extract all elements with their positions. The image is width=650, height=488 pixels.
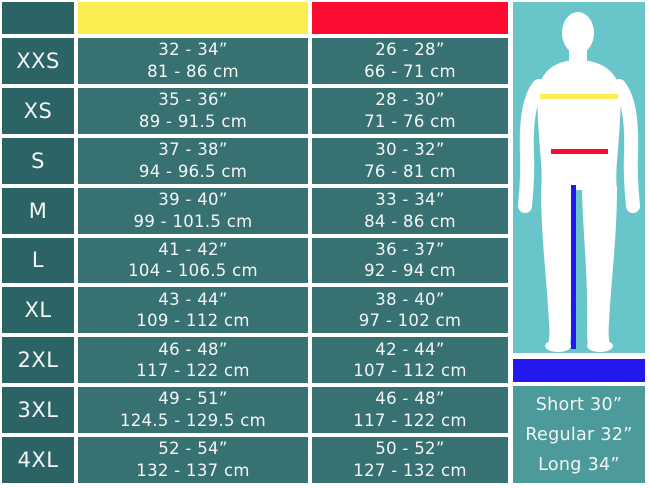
waist-cm: 92 - 94 cm [364,261,456,281]
figure-right-leg [582,187,617,346]
chest-inches: 52 - 54” [158,439,228,459]
size-label: XS [2,87,74,134]
waist-cm: 117 - 122 cm [353,411,467,431]
chest-cell: 37 - 38” 94 - 96.5 cm [78,137,308,184]
chest-header-swatch [78,2,308,34]
chest-cell: 39 - 40” 99 - 101.5 cm [78,187,308,234]
chest-cell: 41 - 42” 104 - 106.5 cm [78,237,308,284]
figure-left-foot [545,340,571,352]
waist-cell: 26 - 28” 66 - 71 cm [312,38,508,84]
chest-inches: 37 - 38” [158,139,228,159]
waist-cell: 28 - 30” 71 - 76 cm [312,87,508,134]
waist-cell: 33 - 34” 84 - 86 cm [312,187,508,234]
inseam-lengths-box: Short 30” Regular 32” Long 34” [513,386,645,483]
header-size-cell [2,2,74,34]
size-label: S [2,137,74,184]
figure-left-arm [518,79,546,213]
waist-cell: 46 - 48” 117 - 122 cm [312,387,508,434]
waist-inches: 38 - 40” [375,289,445,309]
size-label: XXS [2,38,74,84]
chest-cm: 94 - 96.5 cm [138,161,248,181]
waist-inches: 50 - 52” [375,439,445,459]
waist-inches: 46 - 48” [375,389,445,409]
chest-cell: 49 - 51” 124.5 - 129.5 cm [78,387,308,434]
inseam-line [571,185,576,349]
waist-inches: 42 - 44” [375,339,445,359]
waist-inches: 28 - 30” [375,90,445,110]
waist-inches: 36 - 37” [375,239,445,259]
chest-cm: 104 - 106.5 cm [128,261,258,281]
chest-cell: 43 - 44” 109 - 112 cm [78,287,308,334]
waist-cm: 97 - 102 cm [358,311,462,331]
waist-cell: 36 - 37” 92 - 94 cm [312,237,508,284]
waist-line [551,149,608,154]
figure-right-foot [587,340,613,352]
figure-torso [537,60,621,190]
measurement-guide-panel: Short 30” Regular 32” Long 34” [513,2,645,483]
chest-line [540,94,618,99]
figure-head [562,12,594,54]
waist-cell: 30 - 32” 76 - 81 cm [312,137,508,184]
waist-cell: 42 - 44” 107 - 112 cm [312,337,508,384]
chest-cm: 109 - 112 cm [136,311,250,331]
inseam-color-swatch [513,359,645,382]
size-label: L [2,237,74,284]
chest-cm: 124.5 - 129.5 cm [119,411,267,431]
chest-cm: 99 - 101.5 cm [133,211,253,231]
waist-header-swatch [312,2,508,34]
inseam-long-label: Long 34” [538,454,620,475]
size-chart-table: XXS 32 - 34” 81 - 86 cm 26 - 28” 66 - 71 c… [2,2,508,483]
chest-inches: 35 - 36” [158,90,228,110]
waist-cm: 66 - 71 cm [364,61,456,81]
chest-inches: 39 - 40” [158,189,228,209]
body-silhouette [518,12,640,352]
chest-inches: 32 - 34” [158,40,228,60]
size-label: 3XL [2,387,74,434]
chest-cm: 81 - 86 cm [147,61,239,81]
body-figure [513,2,645,353]
size-label: XL [2,287,74,334]
figure-right-arm [612,79,640,213]
chest-cm: 117 - 122 cm [136,361,250,381]
waist-inches: 26 - 28” [375,40,445,60]
inseam-regular-label: Regular 32” [525,424,633,445]
chest-cell: 35 - 36” 89 - 91.5 cm [78,87,308,134]
size-label: 4XL [2,437,74,483]
chest-cm: 89 - 91.5 cm [138,111,248,131]
waist-cm: 76 - 81 cm [364,161,456,181]
chest-inches: 43 - 44” [158,289,228,309]
chest-cell: 32 - 34” 81 - 86 cm [78,38,308,84]
inseam-short-label: Short 30” [535,394,623,415]
chest-cell: 52 - 54” 132 - 137 cm [78,437,308,483]
waist-cm: 71 - 76 cm [364,111,456,131]
waist-cell: 50 - 52” 127 - 132 cm [312,437,508,483]
chest-inches: 41 - 42” [158,239,228,259]
waist-cm: 127 - 132 cm [353,461,467,481]
chest-cell: 46 - 48” 117 - 122 cm [78,337,308,384]
size-label: M [2,187,74,234]
waist-inches: 33 - 34” [375,189,445,209]
size-label: 2XL [2,337,74,384]
chest-inches: 49 - 51” [158,389,228,409]
waist-inches: 30 - 32” [375,139,445,159]
figure-left-leg [541,187,576,346]
waist-cm: 107 - 112 cm [353,361,467,381]
chest-cm: 132 - 137 cm [136,461,250,481]
waist-cell: 38 - 40” 97 - 102 cm [312,287,508,334]
chest-inches: 46 - 48” [158,339,228,359]
waist-cm: 84 - 86 cm [364,211,456,231]
